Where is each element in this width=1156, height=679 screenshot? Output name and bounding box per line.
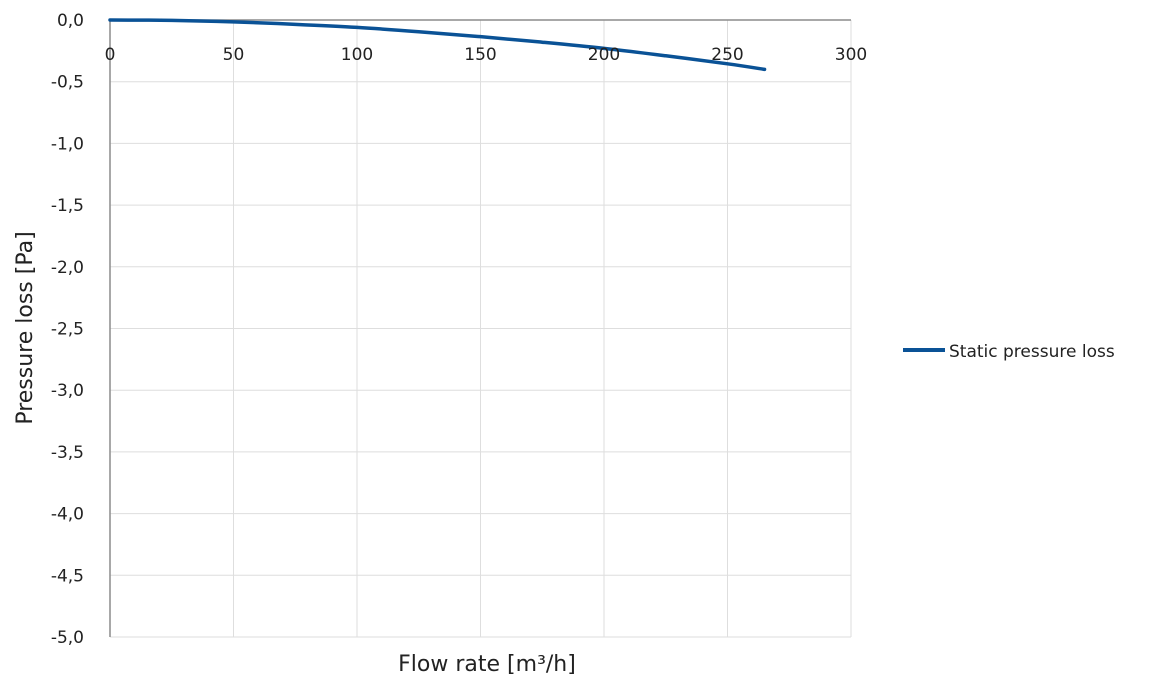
legend: Static pressure loss	[903, 342, 1115, 362]
x-tick-label: 100	[341, 45, 373, 65]
y-axis-title: Pressure loss [Pa]	[13, 231, 38, 424]
y-tick-label: -3,5	[51, 443, 84, 463]
y-tick-label: -2,5	[51, 320, 84, 340]
y-tick-label: 0,0	[57, 11, 84, 31]
x-axis-title: Flow rate [m³/h]	[398, 652, 576, 677]
x-tick-labels: 0 50 100 150 200 250 300	[105, 45, 868, 65]
y-tick-label: -4,5	[51, 566, 84, 586]
series-layer	[108, 18, 767, 72]
x-tick-label: 50	[223, 45, 245, 65]
grid	[110, 20, 852, 638]
x-tick-label: 250	[711, 45, 743, 65]
x-tick-label: 200	[588, 45, 620, 65]
x-tick-label: 0	[105, 45, 116, 65]
y-tick-label: -5,0	[51, 628, 84, 648]
x-tick-label: 300	[835, 45, 867, 65]
y-tick-label: -1,5	[51, 196, 84, 216]
y-tick-label: -1,0	[51, 134, 84, 154]
series-line-static-pressure-loss	[108, 18, 767, 72]
axes	[109, 19, 851, 637]
y-tick-label: -0,5	[51, 73, 84, 93]
y-tick-label: -3,0	[51, 381, 84, 401]
y-tick-label: -4,0	[51, 505, 84, 525]
y-tick-labels: 0,0 -0,5 -1,0 -1,5 -2,0 -2,5 -3,0 -3,5 -4,0 -4,5 -…	[51, 11, 84, 648]
legend-label: Static pressure loss	[949, 342, 1115, 362]
y-tick-label: -2,0	[51, 258, 84, 278]
x-tick-label: 150	[464, 45, 496, 65]
